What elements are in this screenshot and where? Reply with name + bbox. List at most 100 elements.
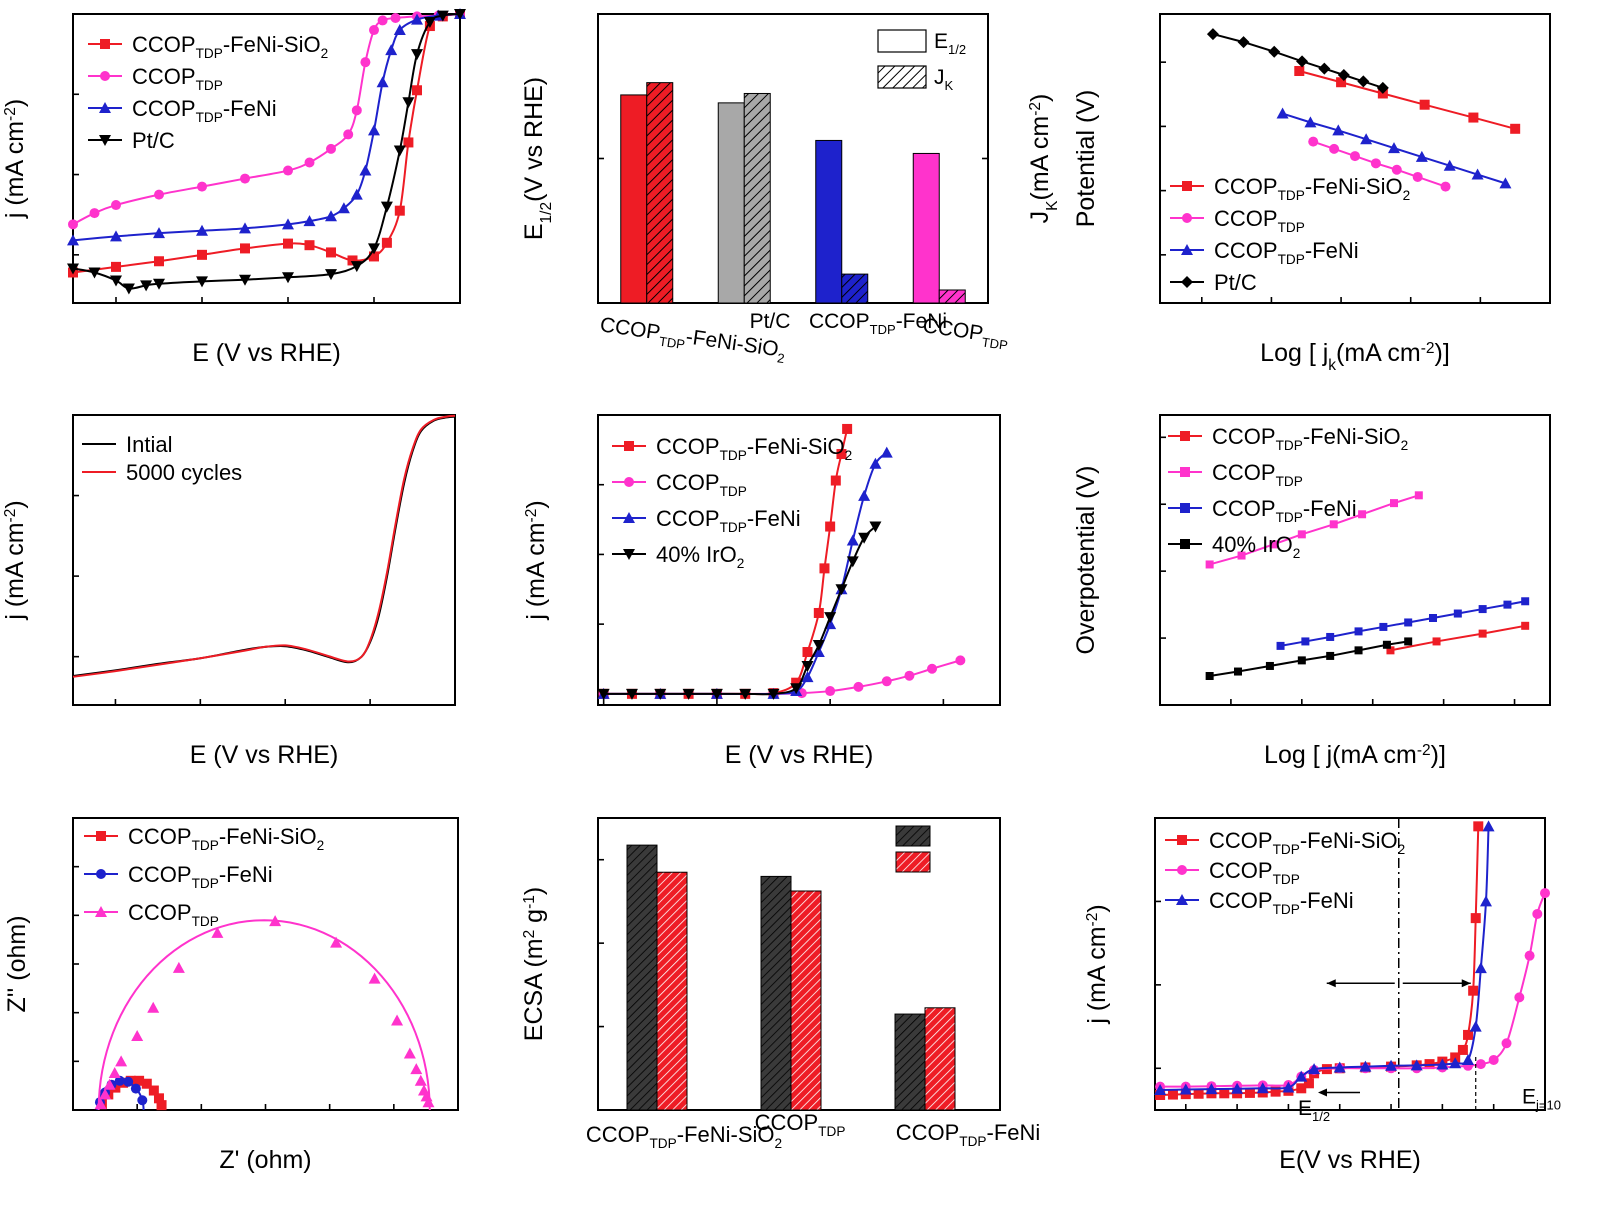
bar-orr xyxy=(760,875,792,1111)
legend-entry: CCOPTDP xyxy=(612,470,747,499)
legend-label: 40% IrO2 xyxy=(1212,532,1300,561)
data-point xyxy=(1463,1029,1474,1040)
series-2 xyxy=(1276,107,1512,189)
plot-frame-a xyxy=(72,13,461,304)
category-label: CCOPTDP xyxy=(755,1110,846,1139)
data-point xyxy=(1155,1089,1166,1100)
data-point xyxy=(360,57,371,68)
legend-label: Intial xyxy=(126,432,172,457)
legend-entry: CCOPTDP-FeNi xyxy=(84,862,273,891)
data-point xyxy=(436,10,449,22)
data-point xyxy=(1474,962,1487,974)
data-point xyxy=(654,688,667,700)
data-point xyxy=(1521,621,1530,630)
legend-marker xyxy=(1182,213,1192,223)
y-axis-label: j (mA cm-2) xyxy=(522,500,550,620)
legend-entry: 40% IrO2 xyxy=(612,542,744,571)
series-line xyxy=(1209,640,1409,677)
legend-entry: CCOPTDP-FeNi-SiO2 xyxy=(612,434,852,463)
data-point xyxy=(1514,992,1525,1003)
data-point xyxy=(115,1055,128,1067)
legend-entry: Pt/C xyxy=(1170,270,1257,295)
data-point xyxy=(1443,159,1456,171)
data-point xyxy=(802,647,813,658)
plot-frame-c xyxy=(1159,13,1551,304)
data-point xyxy=(1473,821,1484,832)
y-axis-label: j (mA cm-2) xyxy=(1,500,29,620)
data-point xyxy=(1449,1057,1462,1069)
legend-label: 5000 cycles xyxy=(126,460,242,485)
data-point xyxy=(156,1100,167,1111)
legend-marker xyxy=(1181,276,1193,288)
data-point xyxy=(154,189,164,200)
data-point xyxy=(394,205,405,216)
y-axis-label: ECSA (m2 g-1) xyxy=(520,887,548,1041)
data-point xyxy=(1205,560,1214,569)
data-point xyxy=(131,1030,144,1042)
data-point xyxy=(326,247,336,258)
data-point xyxy=(1329,143,1340,154)
data-point xyxy=(422,1096,435,1108)
data-point xyxy=(368,972,381,984)
series-2 xyxy=(94,915,435,1111)
plot-frame-d xyxy=(72,414,456,706)
data-point xyxy=(1412,171,1423,182)
bar-orr xyxy=(894,1013,926,1111)
data-point xyxy=(1234,667,1242,676)
data-point xyxy=(114,1075,125,1086)
data-point xyxy=(1295,1070,1308,1082)
data-point xyxy=(767,688,780,700)
data-point xyxy=(1256,1082,1269,1094)
data-point xyxy=(1282,1081,1295,1093)
data-point xyxy=(377,15,388,26)
data-point xyxy=(411,13,423,25)
data-point xyxy=(1440,181,1451,192)
data-point xyxy=(1404,637,1413,646)
data-point xyxy=(812,646,825,658)
data-point xyxy=(846,534,859,546)
legend-label: 40% IrO2 xyxy=(656,542,744,571)
plot-frame-f xyxy=(1159,414,1551,706)
data-point xyxy=(1276,107,1289,119)
data-point xyxy=(110,275,122,287)
data-point xyxy=(830,475,841,486)
data-point xyxy=(1304,116,1317,128)
bar-jk xyxy=(938,289,966,304)
series-line xyxy=(1299,70,1516,130)
data-point xyxy=(1432,637,1441,646)
legend-marker xyxy=(623,549,635,560)
legend-marker xyxy=(100,71,110,81)
data-point xyxy=(111,261,121,272)
data-point xyxy=(103,1078,116,1090)
legend-swatch xyxy=(877,65,927,89)
data-point xyxy=(927,663,938,674)
data-point xyxy=(369,25,379,36)
data-point xyxy=(858,489,871,501)
data-point xyxy=(1501,1038,1512,1049)
data-point xyxy=(67,263,79,275)
series-line xyxy=(72,414,456,678)
data-point xyxy=(813,607,824,618)
e-j10-label: Ej=10 xyxy=(1522,1085,1561,1112)
legend-label: CCOPTDP xyxy=(132,64,223,93)
data-point xyxy=(1468,112,1479,123)
series-0 xyxy=(1386,621,1530,655)
legend-label: CCOPTDP-FeNi xyxy=(1209,888,1354,917)
category-label: CCOPTDP-FeNi-SiO2 xyxy=(586,1122,782,1151)
data-point xyxy=(1524,950,1535,961)
data-point xyxy=(625,688,638,700)
x-axis-label: E (V vs RHE) xyxy=(725,741,874,769)
bar-jk xyxy=(841,273,869,304)
data-point xyxy=(1471,168,1484,180)
data-point xyxy=(197,181,207,192)
data-point xyxy=(1167,1089,1178,1100)
data-point xyxy=(239,222,251,234)
data-point xyxy=(108,1067,121,1079)
data-point xyxy=(211,926,224,938)
data-point xyxy=(1488,1054,1499,1065)
data-point xyxy=(1269,540,1278,549)
data-point xyxy=(682,688,695,700)
data-point xyxy=(1276,641,1285,650)
data-point xyxy=(881,676,892,687)
data-point xyxy=(1419,99,1430,110)
